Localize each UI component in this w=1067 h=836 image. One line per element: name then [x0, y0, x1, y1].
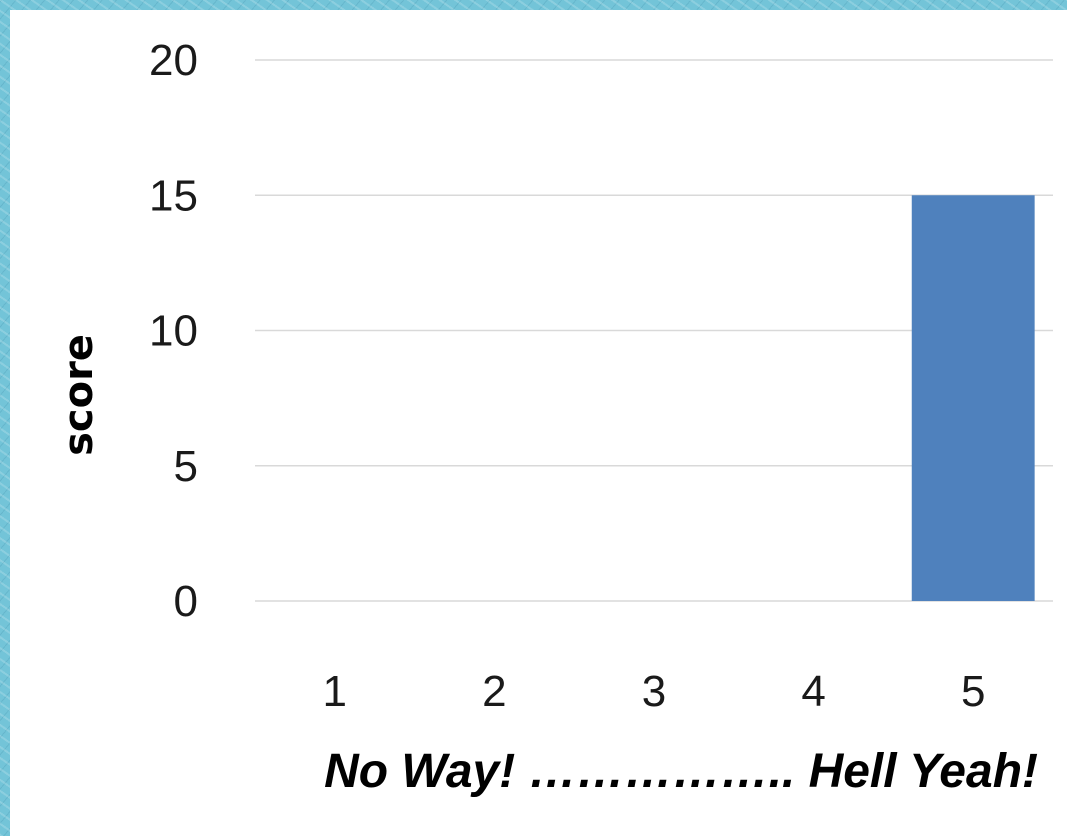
bar-5 [911, 195, 1035, 601]
y-tick-label: 15 [149, 171, 198, 220]
y-tick-label: 5 [174, 442, 198, 491]
x-axis-tick-labels: 1 2 3 4 5 [323, 667, 986, 716]
chart-panel: 0 5 10 15 20 1 2 3 4 5 score No Way! …………….. Hel… [10, 10, 1067, 836]
x-tick-label: 5 [961, 667, 985, 716]
x-tick-label: 3 [642, 667, 666, 716]
y-tick-label: 10 [149, 307, 198, 356]
y-axis-label: score [56, 334, 102, 456]
bar-chart: 0 5 10 15 20 1 2 3 4 5 score No Way! …………….. Hel… [56, 36, 1053, 798]
bars [911, 195, 1035, 601]
x-tick-label: 2 [482, 667, 506, 716]
y-axis-tick-labels: 0 5 10 15 20 [149, 36, 198, 626]
x-axis-label: No Way! …………….. Hell Yeah! [324, 745, 1038, 798]
x-tick-label: 1 [323, 667, 347, 716]
x-tick-label: 4 [801, 667, 825, 716]
y-tick-label: 0 [174, 577, 198, 626]
y-tick-label: 20 [149, 36, 198, 85]
